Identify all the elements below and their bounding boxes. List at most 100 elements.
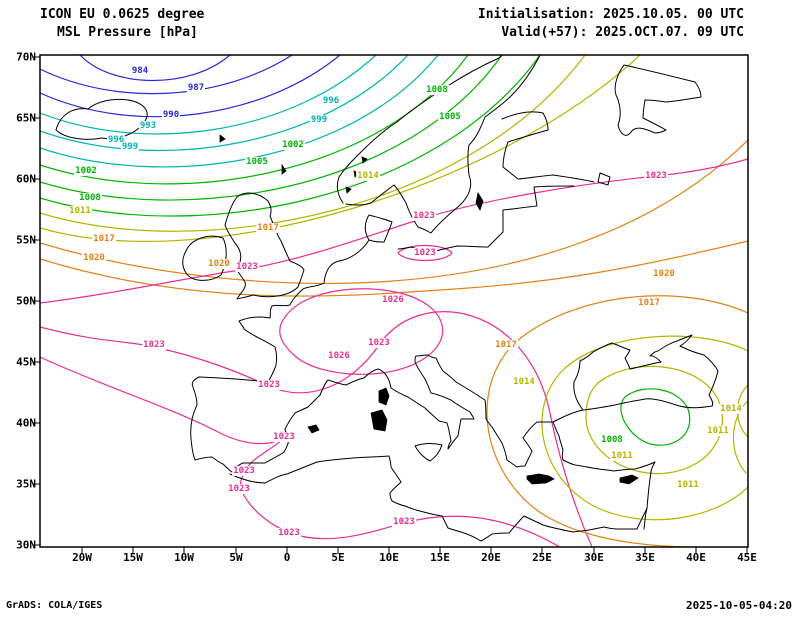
coastline-norway: [336, 55, 503, 204]
coastline-britain: [224, 192, 305, 300]
lat-label-55N: 55N: [16, 233, 36, 247]
coastline-lake-ladoga: [597, 172, 611, 186]
contour-label-1002: 1002: [281, 140, 305, 150]
lat-label-65N: 65N: [16, 111, 36, 125]
contour-label-1026: 1026: [327, 351, 351, 361]
contour-path-990: [40, 55, 341, 118]
lon-label-35E: 35E: [635, 551, 655, 564]
contour-path-1026: [279, 288, 444, 375]
coastlines: [55, 55, 719, 542]
field-title: MSL Pressure [hPa]: [57, 25, 198, 40]
contour-label-999: 999: [309, 115, 329, 125]
coastline-med-north: [231, 354, 475, 473]
contour-path-1008: [40, 55, 541, 217]
axis-ticks: [33, 56, 748, 554]
contour-label-1002: 1002: [74, 166, 98, 176]
contour-label-1008: 1008: [425, 85, 449, 95]
contour-label-1020: 1020: [652, 269, 676, 279]
lon-label-0: 0: [283, 551, 291, 564]
contour-path-1008-east: [620, 388, 691, 446]
coastline-finland: [501, 111, 595, 183]
contour-label-1023: 1023: [235, 262, 259, 272]
lat-label-50N: 50N: [16, 294, 36, 308]
contour-label-996: 996: [106, 135, 126, 145]
contour-label-1008: 1008: [600, 435, 624, 445]
map-frame: [39, 54, 749, 548]
contour-label-1011: 1011: [68, 206, 92, 216]
lon-label-40E: 40E: [686, 551, 706, 564]
valid-time: Valid(+57): 2025.OCT.07. 09 UTC: [501, 25, 744, 40]
contour-label-1023: 1023: [412, 211, 436, 221]
island-corsica: [378, 387, 390, 406]
lat-label-40N: 40N: [16, 416, 36, 430]
contour-label-1014: 1014: [356, 171, 380, 181]
coastline-ireland: [182, 235, 227, 281]
coastline-sicily: [414, 443, 443, 462]
contour-label-1005: 1005: [438, 112, 462, 122]
lon-label-25E: 25E: [532, 551, 552, 564]
contour-label-987: 987: [186, 83, 206, 93]
contour-path-1005: [40, 55, 503, 201]
contour-label-1017: 1017: [494, 340, 518, 350]
contour-label-1011: 1011: [676, 480, 700, 490]
contour-path-1011: [40, 55, 586, 232]
contour-label-1023: 1023: [257, 380, 281, 390]
contour-label-1014: 1014: [512, 377, 536, 387]
lat-label-60N: 60N: [16, 172, 36, 186]
coastline-west-europe: [190, 239, 370, 473]
lon-label-15W: 15W: [123, 551, 143, 564]
lon-label-10W: 10W: [174, 551, 194, 564]
island-faroe: [219, 134, 226, 143]
island-norway-skerry-3: [361, 156, 368, 164]
contour-path-1017-west: [40, 139, 748, 285]
lon-label-45E: 45E: [737, 551, 757, 564]
contour-label-1008: 1008: [78, 193, 102, 203]
lon-label-20W: 20W: [72, 551, 92, 564]
contour-label-1017: 1017: [637, 298, 661, 308]
contour-path-1020-west: [40, 240, 748, 297]
contour-label-1023: 1023: [142, 340, 166, 350]
island-gotland: [475, 191, 484, 211]
contour-path-1011-east: [585, 365, 723, 475]
island-norway-skerry-1: [345, 186, 352, 194]
lat-label-45N: 45N: [16, 355, 36, 369]
contour-path-1023-south2: [40, 356, 561, 547]
contour-label-1023: 1023: [227, 484, 251, 494]
grads-credit: GrADS: COLA/IGES: [6, 600, 103, 611]
contour-label-1023: 1023: [272, 432, 296, 442]
contour-label-1026: 1026: [381, 295, 405, 305]
contour-path-984: [79, 55, 231, 82]
lon-label-20E: 20E: [481, 551, 501, 564]
contour-path-1017-east: [486, 295, 748, 547]
creation-timestamp: 2025-10-05-04:20: [686, 599, 792, 612]
contour-label-1014: 1014: [719, 404, 743, 414]
lat-label-35N: 35N: [16, 477, 36, 491]
coastline-north-africa: [229, 455, 648, 542]
contour-path-987: [40, 55, 293, 95]
lon-label-30E: 30E: [584, 551, 604, 564]
contour-label-1023: 1023: [232, 466, 256, 476]
contour-path-1014: [40, 55, 641, 242]
contour-label-1017: 1017: [256, 223, 280, 233]
coastline-black-sea: [552, 334, 719, 423]
contour-label-984: 984: [130, 66, 150, 76]
contour-label-1011: 1011: [706, 426, 730, 436]
contour-path-1011-edge: [732, 400, 748, 474]
contour-label-1023: 1023: [367, 338, 391, 348]
contour-label-1011: 1011: [610, 451, 634, 461]
coastline-kola-whitesea: [614, 64, 702, 136]
contour-label-1023: 1023: [644, 171, 668, 181]
contour-label-1023: 1023: [413, 248, 437, 258]
contour-path-996: [40, 55, 409, 152]
lon-label-5E: 5E: [331, 551, 345, 564]
coastline-balkans-greece-turkey: [427, 354, 656, 530]
contour-path-1002: [40, 55, 469, 185]
island-cyprus: [619, 474, 639, 485]
lat-label-30N: 30N: [16, 538, 36, 552]
model-title: ICON EU 0.0625 degree: [40, 7, 205, 22]
contour-label-1023: 1023: [277, 528, 301, 538]
coastline-iceland: [55, 98, 148, 140]
contour-path-993: [40, 55, 377, 135]
